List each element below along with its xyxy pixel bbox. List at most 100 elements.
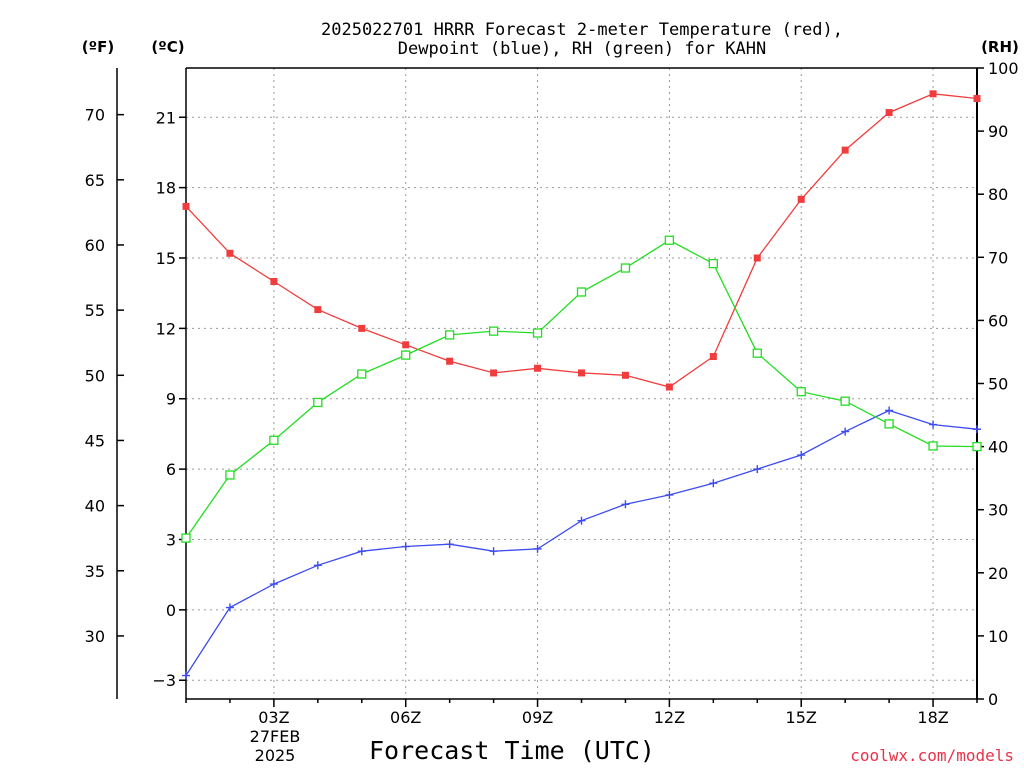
fahrenheit-tick-label-3: 45 — [85, 431, 105, 450]
series-0-point-7 — [490, 369, 498, 377]
series-0-point-18 — [973, 94, 981, 102]
rh-tick-label-4: 40 — [988, 438, 1008, 457]
celsius-tick-label-8: 21 — [156, 108, 176, 127]
fahrenheit-tick-label-8: 70 — [85, 106, 105, 125]
series-0-point-6 — [446, 357, 454, 365]
chart-title-line-1: 2025022701 HRRR Forecast 2-meter Tempera… — [321, 20, 843, 40]
series-1-point-12 — [709, 479, 718, 488]
series-0-point-5 — [402, 341, 410, 349]
axes: −3 0 3 6 9 12 15 18 21 30 35 40 45 50 55 60 65 70 0 10 20 30 4… — [85, 59, 1019, 727]
rh-tick-label-1: 10 — [988, 627, 1008, 646]
rh-tick-label-2: 20 — [988, 564, 1008, 583]
celsius-tick-label-4: 9 — [166, 390, 176, 409]
series-1-point-6 — [445, 540, 454, 549]
series-1-point-15 — [841, 427, 850, 436]
series-0-point-10 — [621, 371, 629, 379]
series-2-point-10 — [620, 263, 631, 273]
x-tick-label-4: 15Z — [786, 708, 817, 727]
series-1-point-8 — [533, 544, 542, 553]
rh-tick-label-0: 0 — [988, 690, 998, 709]
rh-tick-label-8: 80 — [988, 185, 1008, 204]
series-1-point-18 — [973, 425, 981, 434]
series-0-point-1 — [226, 249, 234, 257]
celsius-unit-label: (ºC) — [151, 38, 184, 56]
series-1-point-14 — [797, 451, 806, 460]
series-1-point-1 — [225, 603, 234, 612]
series-0-point-17 — [929, 90, 937, 98]
fahrenheit-tick-label-1: 35 — [85, 562, 105, 581]
series-1-point-0 — [182, 671, 190, 680]
series-0-point-8 — [534, 364, 542, 372]
x-tick-label-5: 18Z — [917, 708, 948, 727]
rh-tick-label-7: 70 — [988, 248, 1008, 267]
series-2-point-7 — [488, 326, 499, 336]
series-2-point-5 — [401, 350, 411, 360]
x-tick-label-0: 03Z — [258, 708, 289, 727]
x-axis-label: Forecast Time (UTC) — [369, 736, 655, 765]
x-tick-label-3: 12Z — [654, 708, 685, 727]
series-0-point-16 — [885, 109, 893, 117]
series-2-point-2 — [269, 435, 279, 445]
series-1-point-11 — [665, 490, 674, 499]
fahrenheit-tick-label-7: 65 — [85, 171, 105, 190]
fahrenheit-tick-label-5: 55 — [85, 301, 105, 320]
series-0-point-13 — [753, 254, 761, 262]
chart-title-line-2: Dewpoint (blue), RH (green) for KAHN — [398, 39, 766, 59]
series-2-point-18 — [972, 441, 982, 452]
fahrenheit-tick-label-6: 60 — [85, 236, 105, 255]
series-0-point-4 — [358, 324, 366, 332]
series-0-point-14 — [797, 195, 805, 203]
series-1-point-9 — [577, 516, 586, 525]
credit-label: coolwx.com/models — [850, 746, 1014, 765]
series-0-point-12 — [709, 353, 717, 361]
rh-unit-label: (RH) — [981, 38, 1019, 56]
series-2-point-0 — [181, 533, 191, 543]
series-1-point-5 — [401, 542, 410, 551]
rh-tick-label-6: 60 — [988, 311, 1008, 330]
series-1-point-10 — [621, 500, 630, 509]
series-0-point-0 — [182, 202, 190, 210]
x-tick-label-1: 06Z — [390, 708, 421, 727]
series-2-point-12 — [708, 258, 718, 269]
series-2-point-3 — [313, 397, 323, 408]
series-2-point-4 — [357, 369, 367, 379]
series-1-point-4 — [357, 547, 366, 556]
series-1-point-2 — [269, 580, 278, 589]
date-label-year: 2025 — [255, 746, 296, 765]
grid — [186, 68, 977, 699]
series-line-2 — [185, 239, 978, 539]
series-0-point-9 — [578, 369, 585, 377]
fahrenheit-tick-label-0: 30 — [85, 627, 105, 646]
celsius-tick-label-5: 12 — [156, 319, 176, 338]
series-2-point-9 — [576, 287, 587, 297]
series-2-point-8 — [532, 328, 543, 338]
celsius-tick-label-1: 0 — [166, 601, 176, 620]
series-1-point-3 — [313, 561, 322, 570]
date-label-day: 27FEB — [250, 727, 301, 746]
series-0-point-11 — [665, 383, 673, 391]
rh-tick-label-9: 90 — [988, 122, 1008, 141]
fahrenheit-unit-label: (ºF) — [82, 38, 114, 56]
series-1-point-17 — [929, 420, 938, 429]
rh-tick-label-10: 100 — [988, 59, 1019, 78]
series-2-point-13 — [752, 348, 762, 358]
series-2-point-11 — [664, 235, 675, 245]
series-1-point-16 — [885, 406, 894, 415]
fahrenheit-tick-label-4: 50 — [85, 366, 105, 385]
fahrenheit-tick-label-2: 40 — [85, 497, 105, 516]
celsius-tick-label-2: 3 — [166, 530, 176, 549]
series-2-point-1 — [225, 470, 235, 480]
series-2-point-17 — [928, 441, 938, 451]
celsius-tick-label-3: 6 — [166, 460, 176, 479]
series-1-point-13 — [753, 465, 762, 474]
series-line-1 — [185, 409, 978, 676]
data-series — [181, 90, 982, 680]
series-1-point-7 — [489, 547, 498, 556]
series-2-point-15 — [840, 396, 850, 406]
series-2-point-6 — [445, 330, 455, 340]
celsius-tick-label-7: 18 — [156, 179, 176, 198]
series-line-0 — [185, 93, 978, 388]
rh-tick-label-3: 30 — [988, 501, 1008, 520]
series-0-point-2 — [270, 277, 278, 285]
